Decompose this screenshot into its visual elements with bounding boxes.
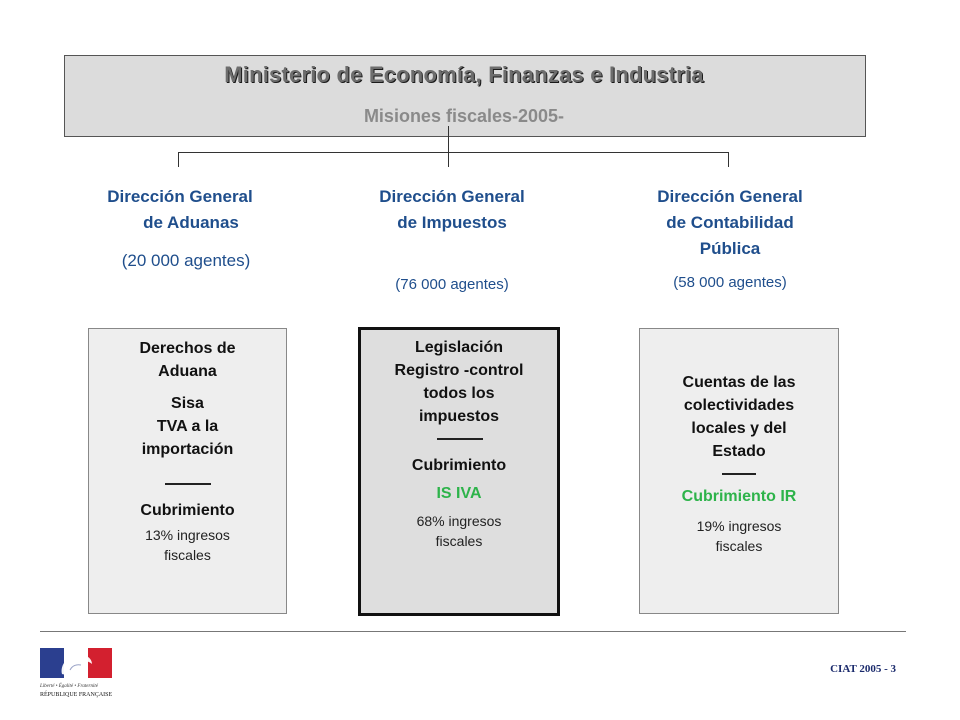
direction-impuestos-agents: (76 000 agentes) [395,276,509,293]
box-line: colectividades [683,397,795,414]
direction-title-line: Dirección General [657,187,803,206]
republique-francaise-logo: Liberté • Égalité • Fraternité RÉPUBLIQU… [40,648,112,700]
coverage-label: Cubrimiento IR [681,488,797,505]
connector-center [448,152,449,167]
slide-code: CIAT 2005 - 3 [830,663,896,675]
logo-republique: RÉPUBLIQUE FRANÇAISE [40,692,113,698]
direction-title-line: Dirección General [379,187,525,206]
box-line: Derechos de [139,340,236,357]
box-line: Cuentas de las [682,374,796,391]
connector-horizontal [178,152,729,153]
header-box [64,55,866,137]
page-subtitle: Misiones fiscales-2005- [363,106,565,126]
box-line: Aduana [158,363,217,380]
direction-title-line: Dirección General [107,187,253,206]
footer-divider [40,631,906,632]
page-title: Ministerio de Economía, Finanzas e Indus… [224,62,704,87]
box-line: importación [141,441,234,458]
box-line: Sisa [171,395,204,412]
revenue-share-line: 19% ingresos [696,518,782,534]
direction-aduanas-agents: (20 000 agentes) [121,251,251,270]
direction-title-line: de Impuestos [397,213,507,232]
mission-box-impuestos: Legislación Registro -control todos los … [358,327,560,616]
separator-line [722,473,756,475]
box-line: TVA a la [156,418,219,435]
logo-motto: Liberté • Égalité • Fraternité [40,684,98,689]
connector-right [728,152,729,167]
coverage-items: IS IVA [436,485,482,502]
coverage-label: Cubrimiento [140,502,235,519]
direction-title-line: de Contabilidad [666,213,794,232]
box-line: impuestos [418,408,499,425]
revenue-share-line: 68% ingresos [416,513,502,529]
revenue-share-line: 13% ingresos [145,527,230,543]
direction-title-line: de Aduanas [143,213,239,232]
coverage-label: Cubrimiento [411,457,507,474]
box-line: todos los [423,385,495,402]
connector-left [178,152,179,167]
direction-title-line: Pública [699,239,761,258]
separator-line [437,438,483,440]
mission-box-contabilidad: Cuentas de las colectividades locales y … [639,328,839,614]
separator-line [165,483,211,485]
box-line: Estado [712,443,766,460]
revenue-share-line: fiscales [435,533,483,549]
box-line: locales y del [691,420,787,437]
direction-contabilidad-title: Dirección General de Contabilidad Públic… [630,184,830,262]
marianne-flag-icon [40,648,112,678]
revenue-share-line: fiscales [715,538,763,554]
box-line: Legislación [414,339,504,356]
direction-impuestos-title: Dirección General de Impuestos [352,184,552,236]
direction-aduanas-title: Dirección General de Aduanas [80,184,280,236]
connector-vertical-main [448,126,449,152]
mission-box-aduanas: Derechos de Aduana Sisa TVA a la importa… [88,328,287,614]
revenue-share-line: fiscales [164,547,211,563]
box-line: Registro -control [394,362,524,379]
direction-contabilidad-agents: (58 000 agentes) [673,274,787,291]
